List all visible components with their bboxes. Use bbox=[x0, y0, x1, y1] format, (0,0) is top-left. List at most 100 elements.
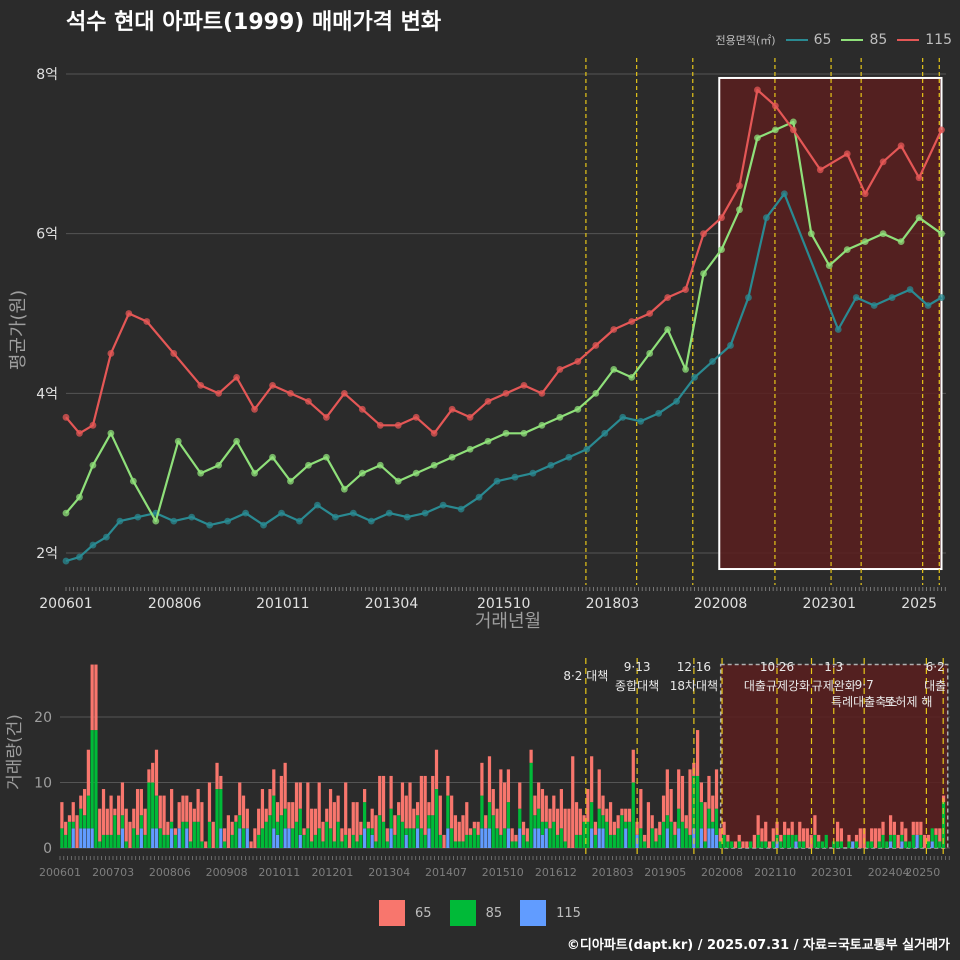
data-point-85 bbox=[394, 477, 402, 485]
data-point-65 bbox=[349, 509, 357, 517]
data-point-65 bbox=[260, 521, 267, 529]
volume-bar-65 bbox=[283, 762, 287, 809]
volume-bar-85 bbox=[113, 815, 117, 848]
volume-bar-85 bbox=[907, 841, 912, 848]
data-point-115 bbox=[269, 381, 276, 389]
volume-bar-115 bbox=[446, 828, 450, 848]
volume-bar-85 bbox=[154, 795, 159, 829]
volume-bar-85 bbox=[317, 828, 321, 848]
volume-bar-85 bbox=[510, 841, 514, 848]
volume-bar-85 bbox=[98, 841, 102, 848]
volume-bar-85 bbox=[241, 828, 246, 848]
volume-bar-65 bbox=[703, 802, 707, 842]
volume-bar-85 bbox=[820, 841, 825, 848]
data-point-65 bbox=[103, 533, 110, 541]
data-point-115 bbox=[754, 86, 761, 94]
data-point-115 bbox=[538, 389, 546, 397]
volume-bar-65 bbox=[147, 769, 151, 783]
volume-bar-65 bbox=[105, 808, 109, 835]
volume-bar-65 bbox=[737, 834, 741, 842]
volume-bar-85 bbox=[344, 834, 348, 848]
data-point-115 bbox=[233, 373, 241, 381]
volume-bar-65 bbox=[756, 815, 760, 835]
data-point-115 bbox=[816, 166, 824, 174]
data-point-115 bbox=[89, 421, 97, 429]
volume-bar-65 bbox=[226, 815, 230, 848]
volume-bar-65 bbox=[870, 828, 874, 842]
volume-bar-115 bbox=[930, 841, 934, 848]
volume-bar-85 bbox=[798, 841, 802, 848]
volume-bar-65 bbox=[540, 789, 545, 822]
volume-bar-65 bbox=[839, 828, 844, 842]
volume-bar-65 bbox=[404, 795, 408, 829]
volume-bar-115 bbox=[677, 828, 681, 848]
volume-bar-85 bbox=[661, 821, 666, 848]
volume-bar-85 bbox=[624, 821, 628, 829]
volume-bar-115 bbox=[794, 841, 798, 848]
volume-bar-115 bbox=[888, 841, 893, 848]
volume-bar-115 bbox=[404, 834, 408, 848]
data-point-85 bbox=[287, 477, 294, 485]
policy-annotation-date: 6·2 bbox=[926, 660, 945, 674]
volume-bar-85 bbox=[854, 841, 859, 848]
volume-bar-65 bbox=[128, 821, 132, 848]
volume-bar-65 bbox=[881, 821, 885, 835]
volume-bar-85 bbox=[934, 834, 938, 848]
volume-bar-65 bbox=[707, 775, 711, 809]
volume-bar-115 bbox=[370, 834, 374, 848]
data-point-65 bbox=[852, 294, 860, 301]
data-point-65 bbox=[278, 509, 285, 517]
volume-bar-65 bbox=[366, 821, 371, 829]
volume-bar-65 bbox=[90, 664, 94, 731]
volume-bar-65 bbox=[608, 802, 613, 835]
volume-bar-85 bbox=[412, 828, 416, 848]
volume-bar-65 bbox=[571, 756, 575, 848]
volume-bar-85 bbox=[173, 834, 178, 848]
volume-bar-85 bbox=[143, 834, 147, 848]
volume-bar-65 bbox=[389, 775, 393, 809]
volume-bar-85 bbox=[491, 815, 495, 848]
volume-bar-85 bbox=[185, 821, 189, 829]
volume-bar-65 bbox=[109, 795, 113, 835]
volume-bar-65 bbox=[631, 749, 635, 783]
data-point-115 bbox=[700, 230, 707, 238]
volume-bar-65 bbox=[245, 808, 249, 829]
volume-bar-65 bbox=[533, 795, 537, 816]
volume-bar-65 bbox=[896, 834, 900, 848]
volume-bar-115 bbox=[714, 834, 719, 848]
volume-bar-85 bbox=[885, 841, 889, 848]
data-point-65 bbox=[763, 214, 770, 222]
volume-bar-65 bbox=[188, 802, 193, 842]
data-point-115 bbox=[556, 366, 564, 373]
data-point-115 bbox=[610, 326, 618, 333]
volume-bar-85 bbox=[756, 834, 760, 848]
price-xtick-label: 201803 bbox=[586, 596, 639, 612]
volume-bar-65 bbox=[529, 749, 533, 763]
volume-bar-65 bbox=[427, 802, 431, 816]
data-point-115 bbox=[484, 397, 492, 405]
volume-bar-65 bbox=[760, 828, 764, 842]
volume-bar-85 bbox=[760, 841, 764, 848]
volume-bar-65 bbox=[658, 821, 662, 835]
policy-annotation-date: 12·16 bbox=[677, 660, 711, 674]
volume-bar-65 bbox=[813, 815, 817, 835]
volume-bar-85 bbox=[325, 821, 329, 848]
data-point-65 bbox=[888, 294, 896, 301]
volume-bar-65 bbox=[544, 795, 548, 822]
volume-bar-65 bbox=[722, 821, 726, 835]
volume-bar-65 bbox=[590, 756, 594, 803]
data-point-85 bbox=[107, 429, 115, 437]
volume-bar-85 bbox=[521, 834, 526, 848]
data-point-115 bbox=[287, 389, 294, 397]
volume-bar-65 bbox=[677, 769, 681, 809]
volume-bar-65 bbox=[798, 821, 802, 842]
data-point-85 bbox=[129, 477, 137, 485]
volume-bar-65 bbox=[616, 815, 620, 829]
volume-bar-85 bbox=[836, 841, 840, 848]
volume-bar-65 bbox=[476, 821, 480, 835]
volume-bar-85 bbox=[275, 821, 280, 835]
data-point-115 bbox=[789, 126, 797, 134]
volume-bar-85 bbox=[415, 815, 420, 829]
volume-bar-85 bbox=[196, 821, 200, 848]
volume-bar-65 bbox=[173, 828, 178, 835]
